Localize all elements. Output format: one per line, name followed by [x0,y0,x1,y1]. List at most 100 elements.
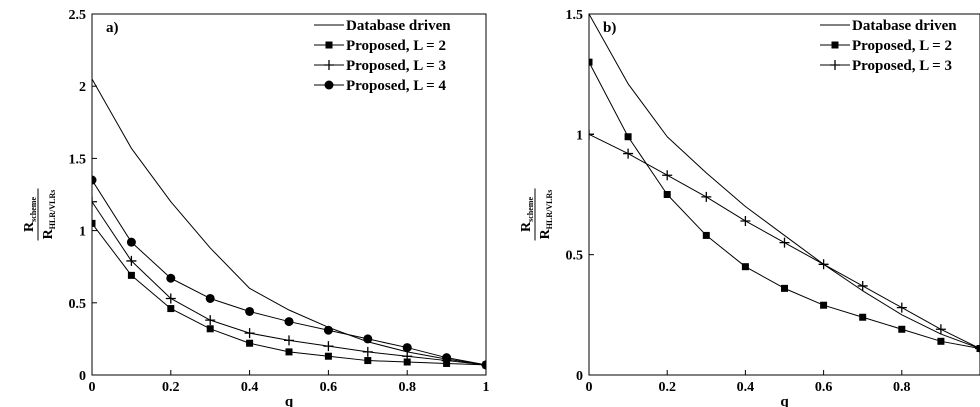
legend-label: Proposed, L = 4 [346,78,446,94]
x-axis-label: q [285,394,294,407]
series-3 [589,129,980,354]
data-point-square [589,58,593,66]
y-tick-label: 1 [79,225,86,240]
legend: Database driven Proposed, L = 2 Proposed, … [314,18,451,94]
data-point-plus [975,343,980,354]
data-point-square [206,325,214,333]
x-tick-label: 0.8 [893,380,911,395]
y-tick-label: 2.5 [69,8,87,23]
y-tick-label: 0.5 [69,297,87,312]
legend-marker-plus [830,60,840,70]
series-line [92,78,486,366]
data-point-circle [126,237,136,247]
y-tick-label: 0.5 [566,249,584,264]
panel-label: a) [106,20,119,36]
y-label-denominator: RHLR/VLRs [41,190,57,240]
data-point-plus [818,259,829,270]
x-tick-label: 0.8 [398,380,416,395]
data-point-plus [662,170,673,181]
series-line [589,14,980,349]
data-point-plus [896,302,907,313]
data-point-square [624,133,632,141]
legend-marker-circle [324,80,334,90]
plot-frame [588,13,980,376]
data-point-square [167,305,175,313]
data-point-plus [284,335,294,346]
data-point-plus [857,280,868,291]
legend-label: Proposed, L = 2 [346,38,446,54]
data-point-plus [205,315,216,326]
legend-label: Proposed, L = 3 [852,58,952,74]
data-point-circle [245,306,255,316]
data-point-square [781,284,788,292]
data-point-square [663,191,671,198]
y-tick-label: 1.5 [69,152,87,167]
series-line [589,61,980,350]
plot-frame [91,13,487,376]
legend: Database driven Proposed, L = 2 Proposed, … [820,18,957,74]
data-point-circle [166,273,176,283]
x-tick-label: 0.6 [815,380,833,395]
data-point-circle [402,343,412,353]
data-point-square [741,263,749,271]
data-point-plus [165,293,176,304]
panel-label: b) [603,20,616,36]
data-point-square [898,325,906,333]
data-point-plus [92,196,97,207]
data-point-plus [623,148,634,159]
y-tick-label: 1 [576,128,583,143]
y-tick-label: 1.5 [566,8,584,23]
data-point-square [859,313,867,321]
data-point-square [324,352,332,360]
x-tick-label: 0.2 [162,380,180,395]
x-axis-label: q [780,394,789,407]
data-point-plus [779,237,790,248]
data-point-plus [701,191,712,202]
data-point-circle [363,334,373,344]
data-point-circle [481,360,486,370]
y-label-numerator: Rscheme [22,197,38,232]
legend-label: Proposed, L = 3 [346,58,446,74]
x-tick-label: 1 [483,380,490,395]
data-point-square [285,348,293,356]
chart-panel-1: 0 0.2 0.4 0.6 0.8 1 0 0.5 1 1.5 2 2.5 q RschemeRHLR/V… [22,8,490,407]
data-point-square [937,337,945,345]
x-tick-label: 0.4 [737,380,755,395]
data-point-square [246,339,254,347]
data-point-square [127,271,135,279]
y-tick-label: 0 [576,369,583,384]
legend-marker-plus [324,60,334,70]
x-tick-label: 0.6 [320,380,338,395]
data-point-plus [362,346,373,357]
series-1 [92,78,486,366]
data-point-circle [442,353,452,363]
series-3 [92,196,486,370]
y-tick-label: 0 [79,369,86,384]
series-2 [92,219,486,369]
data-point-plus [323,341,334,352]
data-point-plus [935,324,946,335]
y-label-denominator: RHLR/VLRs [538,190,554,240]
legend-label: Database driven [852,18,957,34]
data-point-plus [402,351,413,362]
legend-marker-square [831,41,839,49]
series-2 [589,58,980,353]
data-point-plus [126,255,137,266]
legend-label: Database driven [346,18,451,34]
data-point-circle [92,175,97,185]
data-point-plus [244,328,255,339]
legend-label: Proposed, L = 2 [852,38,952,54]
series-4 [92,175,486,370]
data-point-square [92,219,96,227]
data-point-plus [589,129,594,140]
x-tick-label: 0 [89,380,96,395]
data-point-circle [205,293,215,303]
data-point-circle [284,317,294,327]
data-point-square [364,357,372,365]
data-point-square [820,301,828,309]
x-tick-label: 0.2 [658,380,676,395]
